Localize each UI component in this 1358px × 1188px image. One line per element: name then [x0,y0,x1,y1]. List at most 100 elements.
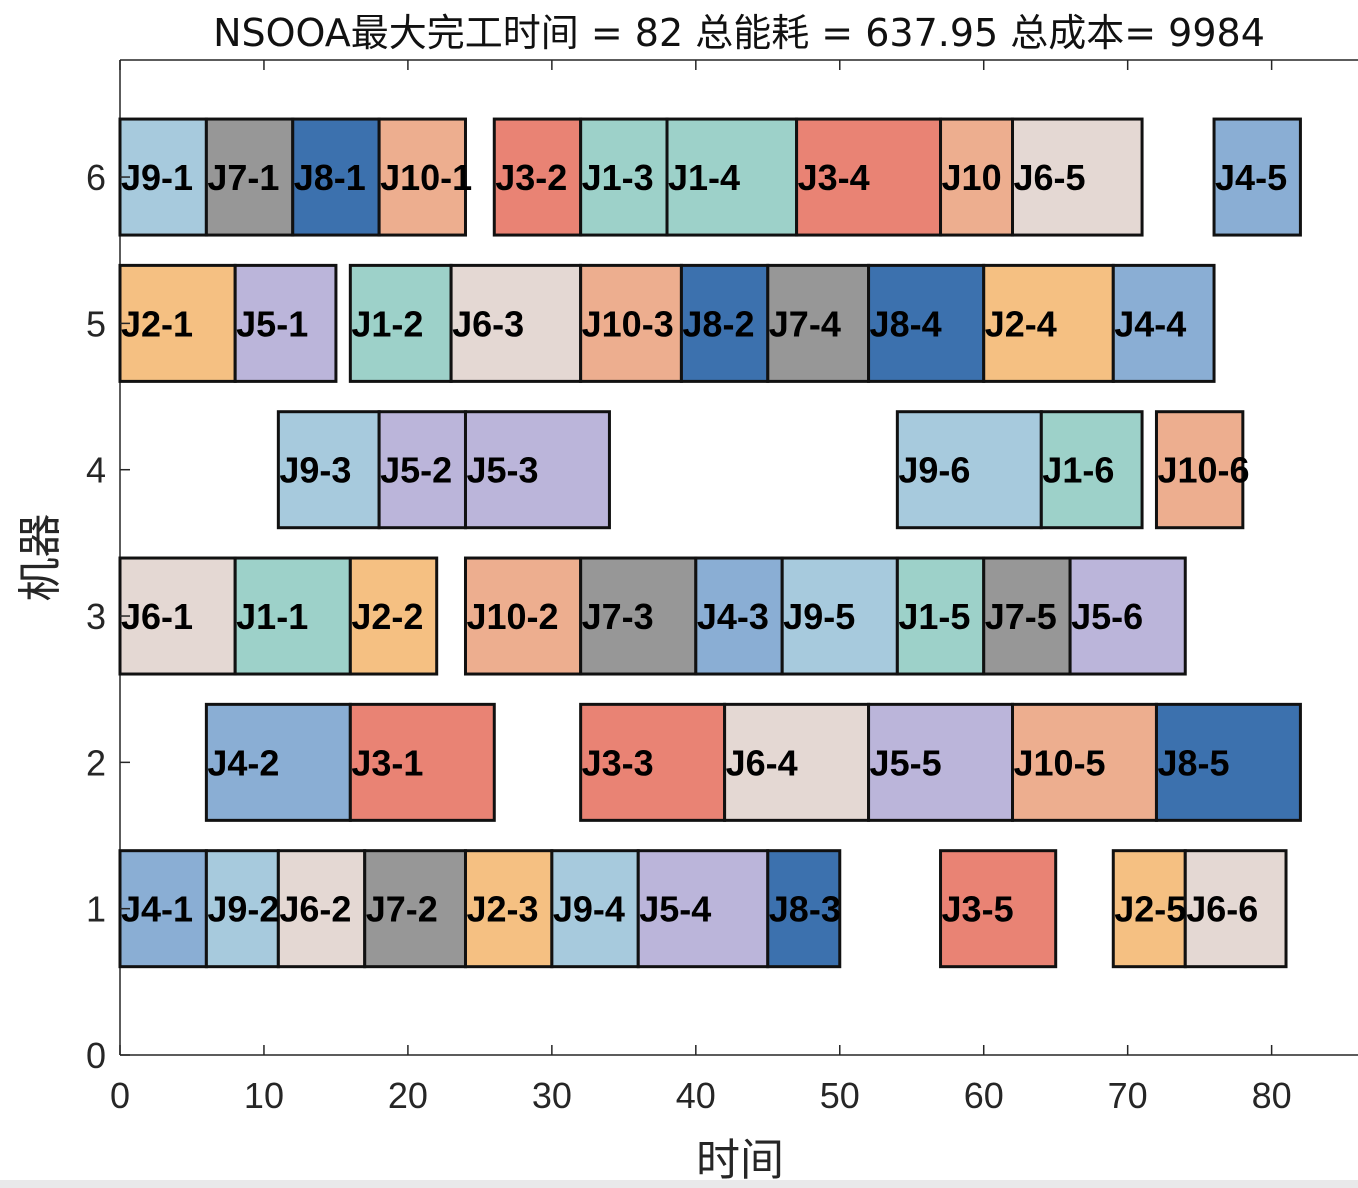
task-label: J5-2 [380,450,452,491]
x-tick-label: 70 [1108,1075,1148,1116]
task-label: J2-3 [466,889,538,930]
task-label: J8-3 [769,889,841,930]
task-bar-J8-5 [1154,702,1302,822]
task-bar-J8-3 [766,849,842,969]
task-bar-J5-6 [1068,556,1187,676]
task-bar-J3-3 [579,702,727,822]
y-tick-label: 3 [86,596,106,637]
task-label: J9-2 [207,889,279,930]
task-bar-J4-1 [118,849,208,969]
task-label: J1-2 [351,303,423,344]
task-bar-J3-4 [795,117,943,237]
task-bar-J7-5 [982,556,1072,676]
task-label: J3-2 [495,157,567,198]
x-tick-label: 50 [820,1075,860,1116]
task-bar-J2-1 [118,263,237,383]
task-label: J1-6 [1042,450,1114,491]
task-bar-J10-5 [1011,702,1158,822]
chart-title: NSOOA最大完工时间 = 82 总能耗 = 637.95 总成本= 9984 [213,11,1265,55]
x-tick-label: 30 [532,1075,572,1116]
task-label: J5-4 [639,889,711,930]
task-label: J8-5 [1157,742,1229,783]
y-tick-label: 4 [86,450,106,491]
x-tick-label: 40 [676,1075,716,1116]
task-bar-J6-6 [1183,849,1288,969]
task-label: J2-2 [351,596,423,637]
task-bar-J4-3 [694,556,784,676]
task-label: J5-1 [236,303,308,344]
task-bar-J1-6 [1039,410,1144,530]
task-label: J4-2 [207,742,279,783]
task-bar-J10-1 [377,117,467,237]
task-label: J7-5 [985,596,1057,637]
task-label: J10-1 [380,157,472,198]
task-bar-J5-1 [233,263,338,383]
task-bar-J6-4 [723,702,871,822]
task-bar-J3-2 [492,117,583,237]
task-label: J3-5 [942,889,1014,930]
task-bar-J2-3 [463,849,554,969]
x-tick-label: 80 [1252,1075,1292,1116]
task-label: J9-3 [279,450,351,491]
task-bar-J4-5 [1212,117,1302,237]
task-label: J4-1 [121,889,193,930]
task-label: J6-2 [279,889,351,930]
task-label: J8-4 [870,303,942,344]
x-tick-label: 10 [244,1075,284,1116]
task-label: J6-6 [1186,889,1258,930]
task-label: J9-1 [121,157,193,198]
task-bar-J9-1 [118,117,208,237]
task-bar-J4-4 [1111,263,1216,383]
task-bar-J2-5 [1111,849,1187,969]
task-bar-J5-2 [377,410,467,530]
task-label: J6-4 [726,742,798,783]
task-label: J2-1 [121,303,193,344]
x-tick-label: 60 [964,1075,1004,1116]
window-bottom-strip [0,1180,1358,1188]
task-label: J8-1 [294,157,366,198]
task-label: J9-4 [553,889,625,930]
x-axis-label: 时间 [696,1135,784,1186]
task-label: J8-2 [682,303,754,344]
task-label: J5-3 [466,450,538,491]
task-bar-J10 [939,117,1015,237]
task-label: J5-5 [870,742,942,783]
y-tick-label: 0 [86,1035,106,1076]
task-bar-J3-5 [939,849,1058,969]
task-bar-J5-3 [463,410,611,530]
task-label: J5-6 [1071,596,1143,637]
task-label: J6-3 [452,303,524,344]
task-bar-J7-3 [579,556,698,676]
task-bar-J1-1 [233,556,352,676]
task-label: J10-2 [466,596,558,637]
task-label: J1-5 [898,596,970,637]
task-label: J10-6 [1157,450,1249,491]
task-label: J6-5 [1014,157,1086,198]
task-label: J10-3 [582,303,674,344]
task-label: J4-4 [1114,303,1186,344]
task-bar-J1-4 [665,117,799,237]
x-tick-label: 20 [388,1075,428,1116]
task-label: J4-5 [1215,157,1287,198]
task-label: J2-5 [1114,889,1186,930]
y-axis-label: 机器 [15,514,66,602]
task-label: J1-4 [668,157,740,198]
task-label: J10-5 [1014,742,1106,783]
task-bar-J10-2 [463,556,583,676]
task-label: J10 [942,157,1002,198]
task-label: J1-1 [236,596,308,637]
task-label: J9-5 [783,596,855,637]
y-tick-label: 2 [86,742,106,783]
task-label: J3-3 [582,742,654,783]
x-tick-label: 0 [110,1075,130,1116]
task-label: J7-2 [366,889,438,930]
task-label: J7-4 [769,303,841,344]
task-bar-J10-6 [1154,410,1245,530]
task-bar-J7-4 [766,263,871,383]
task-label: J3-1 [351,742,423,783]
y-tick-label: 6 [86,157,106,198]
task-bar-J5-4 [636,849,770,969]
task-bar-J8-2 [679,263,770,383]
